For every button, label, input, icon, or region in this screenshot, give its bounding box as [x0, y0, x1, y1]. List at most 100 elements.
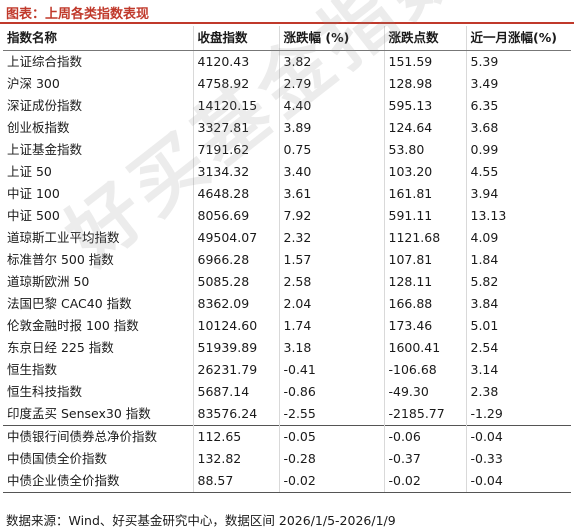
header-close: 收盘指数 — [193, 26, 280, 51]
table-row: 创业板指数 3327.81 3.89 124.64 3.68 — [3, 117, 571, 139]
cell-month-change: 3.84 — [470, 296, 499, 311]
cell-change-points: 1600.41 — [384, 337, 467, 359]
cell-month-change: 3.68 — [470, 120, 499, 135]
cell-index-name: 恒生指数 — [3, 359, 194, 381]
cell-change-points: 103.20 — [384, 161, 467, 183]
cell-change-pct: 1.57 — [279, 249, 385, 271]
cell-month-change: 6.35 — [470, 98, 499, 113]
cell-month-change: -0.04 — [466, 470, 571, 493]
cell-change-points: 591.11 — [384, 205, 467, 227]
cell-close: 7191.62 — [193, 139, 280, 161]
cell-month-change: 5.82 — [470, 274, 499, 289]
table-body: 上证综合指数 4120.43 3.82 151.59 5.39 沪深 300 4758.92… — [3, 50, 571, 493]
cell-index-name: 深证成份指数 — [3, 95, 194, 117]
cell-index-name: 恒生科技指数 — [3, 381, 194, 403]
cell-month-change: 2.54 — [470, 340, 499, 355]
cell-change-points: 595.13 — [384, 95, 467, 117]
cell-close: 88.57 — [193, 470, 280, 493]
cell-close: 14120.15 — [193, 95, 280, 117]
cell-change-pct: 2.32 — [279, 227, 385, 249]
cell-change-pct: -0.41 — [279, 359, 385, 381]
cell-change-pct: 3.40 — [279, 161, 385, 183]
cell-close: 3134.32 — [193, 161, 280, 183]
cell-change-pct: 3.61 — [279, 183, 385, 205]
cell-change-pct: 7.92 — [279, 205, 385, 227]
cell-month-change: 5.39 — [470, 54, 499, 69]
cell-change-points: 1121.68 — [384, 227, 467, 249]
cell-index-name: 法国巴黎 CAC40 指数 — [3, 293, 194, 315]
cell-close: 8362.09 — [193, 293, 280, 315]
cell-change-pct: -0.02 — [279, 470, 385, 493]
cell-index-name: 标准普尔 500 指数 — [3, 249, 194, 271]
cell-index-name: 伦敦金融时报 100 指数 — [3, 315, 194, 337]
cell-index-name: 道琼斯欧洲 50 — [3, 271, 194, 293]
table-row: 深证成份指数 14120.15 4.40 595.13 6.35 — [3, 95, 571, 117]
table-row: 中证 500 8056.69 7.92 591.11 13.13 — [3, 205, 571, 227]
cell-month-change: -1.29 — [470, 406, 503, 421]
cell-change-pct: 4.40 — [279, 95, 385, 117]
cell-change-pct: 3.89 — [279, 117, 385, 139]
cell-index-name: 上证基金指数 — [3, 139, 194, 161]
table-row: 上证 50 3134.32 3.40 103.20 4.55 — [3, 161, 571, 183]
table-row: 中债银行间债券总净价指数 112.65 -0.05 -0.06 -0.04 — [3, 425, 571, 448]
cell-change-points: 107.81 — [384, 249, 467, 271]
table-row: 道琼斯工业平均指数 49504.07 2.32 1121.68 4.09 — [3, 227, 571, 249]
table-row: 法国巴黎 CAC40 指数 8362.09 2.04 166.88 3.84 — [3, 293, 571, 315]
cell-index-name: 中债银行间债券总净价指数 — [3, 425, 194, 448]
cell-change-pct: -2.55 — [279, 403, 385, 426]
cell-change-pct: 2.04 — [279, 293, 385, 315]
table-row: 恒生指数 26231.79 -0.41 -106.68 3.14 — [3, 359, 571, 381]
cell-index-name: 中债企业债全价指数 — [3, 470, 194, 493]
cell-change-points: 128.11 — [384, 271, 467, 293]
cell-month-change: -0.04 — [466, 425, 571, 448]
cell-change-points: -106.68 — [384, 359, 467, 381]
table-row: 中债国债全价指数 132.82 -0.28 -0.37 -0.33 — [3, 448, 571, 470]
table-row: 上证综合指数 4120.43 3.82 151.59 5.39 — [3, 50, 571, 73]
cell-change-pct: 3.82 — [279, 50, 385, 73]
cell-index-name: 上证 50 — [3, 161, 194, 183]
cell-month-change: 13.13 — [470, 208, 507, 223]
cell-month-change: 1.84 — [470, 252, 499, 267]
header-month-change: 近一月涨幅(%) — [466, 26, 571, 51]
chart-title: 图表：上周各类指数表现 — [6, 7, 150, 22]
cell-change-pct: 2.58 — [279, 271, 385, 293]
cell-month-change: 0.99 — [470, 142, 499, 157]
table-row: 标准普尔 500 指数 6966.28 1.57 107.81 1.84 — [3, 249, 571, 271]
cell-index-name: 沪深 300 — [3, 73, 194, 95]
cell-month-change: 3.49 — [470, 76, 499, 91]
cell-change-points: -0.37 — [384, 448, 467, 470]
cell-change-pct: 3.18 — [279, 337, 385, 359]
cell-change-points: -0.02 — [384, 470, 467, 493]
title-bar: 图表：上周各类指数表现 — [0, 0, 574, 24]
table-row: 恒生科技指数 5687.14 -0.86 -49.30 2.38 — [3, 381, 571, 403]
cell-change-points: -0.06 — [384, 425, 467, 448]
cell-month-change: -0.33 — [470, 451, 503, 466]
header-change-pct: 涨跌幅 (%) — [279, 26, 385, 51]
cell-index-name: 道琼斯工业平均指数 — [3, 227, 194, 249]
cell-index-name: 中证 500 — [3, 205, 194, 227]
cell-change-pct: 1.74 — [279, 315, 385, 337]
cell-close: 51939.89 — [193, 337, 280, 359]
cell-change-points: 124.64 — [384, 117, 467, 139]
cell-month-change: 4.55 — [470, 164, 499, 179]
header-index-name: 指数名称 — [3, 26, 194, 51]
table-row: 伦敦金融时报 100 指数 10124.60 1.74 173.46 5.01 — [3, 315, 571, 337]
cell-change-points: 161.81 — [384, 183, 467, 205]
cell-close: 132.82 — [193, 448, 280, 470]
cell-month-change: 2.38 — [470, 384, 499, 399]
cell-close: 5085.28 — [193, 271, 280, 293]
table-row: 中证 100 4648.28 3.61 161.81 3.94 — [3, 183, 571, 205]
table-row: 道琼斯欧洲 50 5085.28 2.58 128.11 5.82 — [3, 271, 571, 293]
index-performance-table: 指数名称 收盘指数 涨跌幅 (%) 涨跌点数 近一月涨幅(%) 上证综合指数 41… — [3, 26, 571, 493]
cell-close: 26231.79 — [193, 359, 280, 381]
data-source-note: 数据来源：Wind、好买基金研究中心，数据区间 2026/1/5-2026/1/… — [6, 513, 396, 528]
table-header-row: 指数名称 收盘指数 涨跌幅 (%) 涨跌点数 近一月涨幅(%) — [3, 26, 571, 51]
cell-change-points: -2185.77 — [384, 403, 467, 426]
header-change-points: 涨跌点数 — [384, 26, 467, 51]
cell-close: 8056.69 — [193, 205, 280, 227]
cell-change-pct: 0.75 — [279, 139, 385, 161]
table-row: 沪深 300 4758.92 2.79 128.98 3.49 — [3, 73, 571, 95]
cell-index-name: 上证综合指数 — [3, 50, 194, 73]
cell-close: 4648.28 — [193, 183, 280, 205]
cell-close: 4758.92 — [193, 73, 280, 95]
